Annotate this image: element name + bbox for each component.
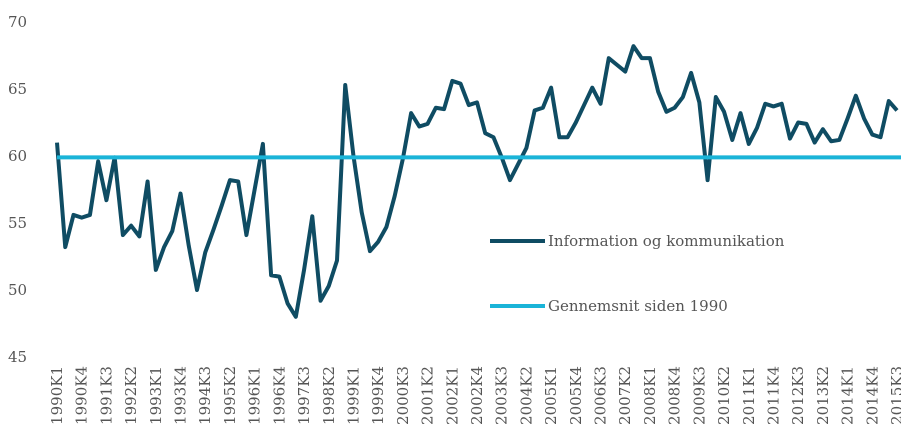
x-tick-label: 1996K1 <box>246 366 264 425</box>
x-tick-label: 1993K1 <box>147 366 165 425</box>
legend-label: Information og kommunikation <box>548 232 785 250</box>
x-tick-label: 2002K4 <box>468 366 486 425</box>
x-tick-label: 2015K3 <box>888 366 901 425</box>
y-tick-label: 65 <box>8 80 27 98</box>
x-tick-label: 1990K1 <box>48 366 66 425</box>
x-tick-label: 1996K4 <box>270 366 288 425</box>
x-tick-label: 2004K2 <box>517 366 535 425</box>
x-tick-label: 2007K2 <box>616 366 634 425</box>
x-tick-label: 1994K3 <box>196 366 214 425</box>
x-tick-label: 1998K2 <box>320 366 338 425</box>
x-tick-label: 1999K1 <box>344 366 362 425</box>
x-tick-label: 2005K1 <box>542 366 560 425</box>
x-tick-label: 2009K3 <box>690 366 708 425</box>
x-tick-label: 1999K4 <box>369 366 387 425</box>
x-tick-label: 2011K1 <box>740 366 758 425</box>
x-tick-label: 1995K2 <box>221 366 239 425</box>
x-tick-label: 2008K4 <box>666 366 684 425</box>
x-tick-label: 2013K2 <box>814 366 832 425</box>
x-tick-label: 2006K3 <box>592 366 610 425</box>
x-tick-label: 2008K1 <box>641 366 659 425</box>
y-tick-label: 55 <box>8 214 27 232</box>
y-tick-label: 70 <box>8 13 27 31</box>
x-tick-label: 2014K1 <box>839 366 857 425</box>
x-tick-label: 1997K3 <box>295 366 313 425</box>
x-tick-label: 2005K4 <box>567 366 585 425</box>
y-tick-label: 50 <box>8 281 27 299</box>
x-tick-label: 2000K3 <box>394 366 412 425</box>
x-tick-label: 2001K2 <box>419 366 437 425</box>
x-tick-label: 2010K2 <box>715 366 733 425</box>
x-tick-label: 2011K4 <box>764 366 782 425</box>
x-tick-label: 2014K4 <box>863 366 881 425</box>
data-line <box>55 44 899 319</box>
x-tick-label: 2012K3 <box>789 366 807 425</box>
x-tick-label: 2002K1 <box>443 366 461 425</box>
x-tick-label: 1990K4 <box>73 366 91 425</box>
legend-label: Gennemsnit siden 1990 <box>548 297 728 315</box>
y-tick-label: 60 <box>8 147 27 165</box>
x-tick-label: 1992K2 <box>122 366 140 425</box>
x-tick-label: 1993K4 <box>172 366 190 425</box>
y-tick-label: 45 <box>8 348 27 366</box>
x-tick-label: 2003K3 <box>493 366 511 425</box>
x-tick-label: 1991K3 <box>97 366 115 425</box>
